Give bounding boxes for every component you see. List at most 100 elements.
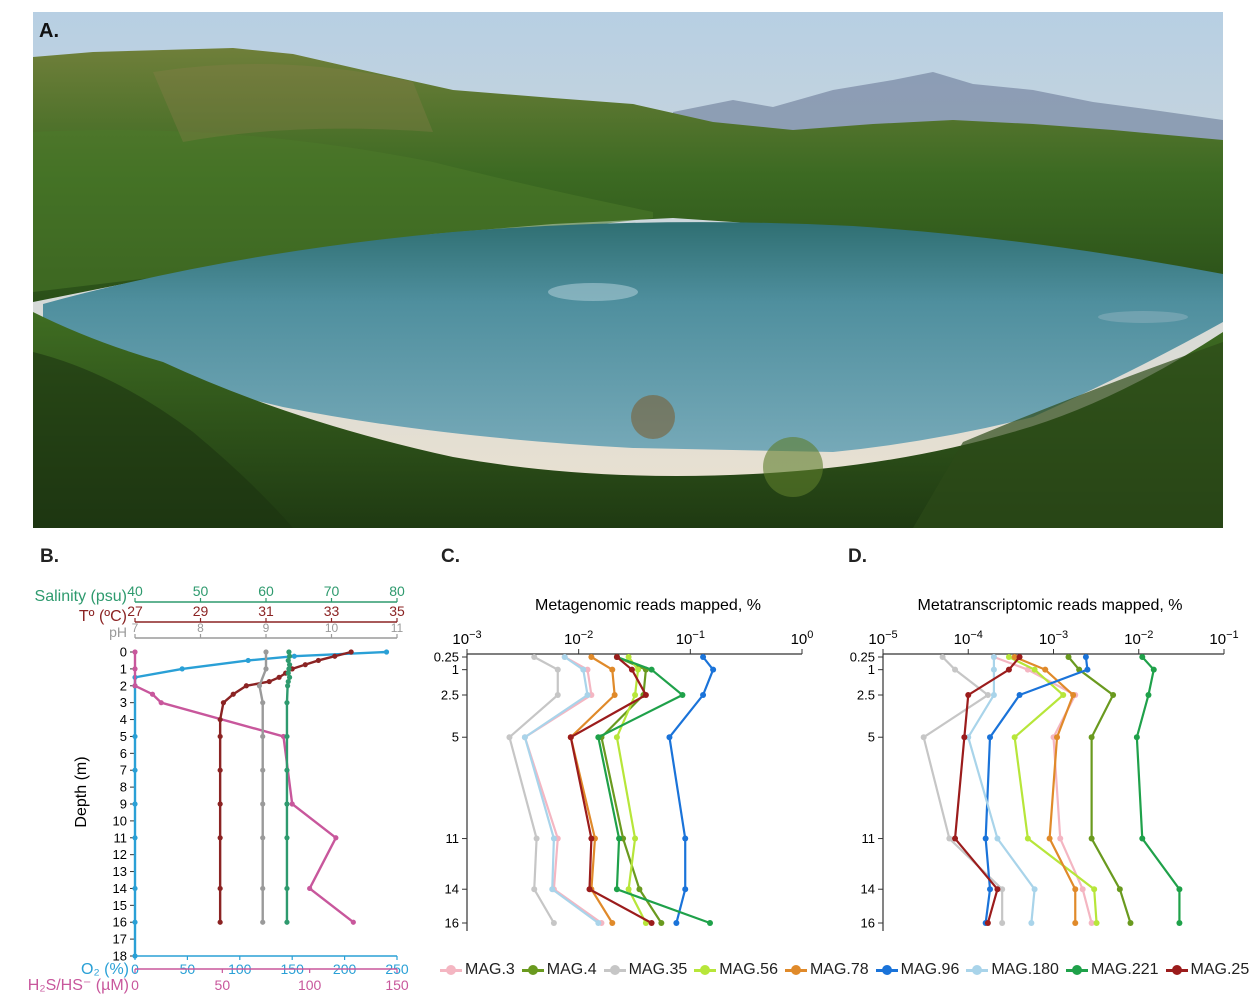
MAG.35-point (554, 666, 561, 673)
temperature-tick-label: 35 (389, 603, 405, 619)
MAG.35-point (531, 886, 538, 893)
depth-tick-label: 18 (113, 949, 127, 964)
salinity-point (286, 649, 292, 655)
depth-tick-label: 3 (120, 695, 127, 710)
ph-series (256, 649, 269, 925)
MAG.221-point (616, 835, 623, 842)
h2s-point (350, 919, 356, 925)
metagenomic-chart: Metagenomic reads mapped, % 10−3 10−2 10−1… (434, 597, 813, 931)
o2-point (245, 657, 251, 664)
salinity-point (284, 885, 290, 892)
MAG.35-series (920, 654, 1006, 926)
series-lines (506, 654, 717, 926)
ph-point (260, 733, 266, 740)
MAG.96-point (1016, 692, 1023, 698)
salinity-axis-label: Salinity (psu) (35, 588, 127, 605)
MAG.221-point (1139, 835, 1146, 842)
depth-axis-label: Depth (m) (73, 756, 90, 827)
temperature-line (218, 650, 352, 923)
MAG.96-point (987, 886, 994, 893)
MAG.78-point (1046, 835, 1053, 842)
o2-point (132, 733, 138, 740)
temperature-tick-label: 33 (324, 603, 340, 619)
temperature-point (217, 919, 223, 925)
depth-tick-label: 11 (446, 831, 460, 846)
MAG.257-point (648, 920, 655, 926)
temperature-axis-label: Tº (ºC) (79, 608, 127, 625)
MAG.221-line (1135, 656, 1181, 923)
MAG.35-series (506, 654, 561, 926)
legend-swatch (603, 964, 626, 976)
MAG.96-point (1082, 654, 1089, 660)
MAG.35-point (506, 734, 513, 741)
ph-point (260, 885, 266, 892)
legend-item: MAG.4 (521, 961, 597, 979)
legend-swatch (1065, 964, 1088, 976)
h2s-point (132, 683, 138, 689)
MAG.78-point (1072, 886, 1079, 893)
MAG.257-series (952, 654, 1023, 926)
temperature-point (217, 885, 223, 892)
depth-tick-label: 0 (120, 645, 127, 660)
MAG.56-point (1060, 692, 1067, 698)
temperature-point (217, 801, 223, 807)
MAG.4-point (1088, 734, 1095, 741)
MAG.56-point (1011, 734, 1018, 741)
depth-tick-label: 4 (120, 712, 127, 727)
h2s-point (289, 801, 295, 807)
MAG.221-point (706, 920, 713, 926)
MAG.180-point (595, 920, 602, 926)
MAG.56-series (613, 654, 649, 926)
MAG.180-point (550, 835, 557, 842)
depth-tick-label: 0.25 (850, 650, 875, 665)
ph-point (263, 649, 269, 655)
salinity-tick-label: 50 (193, 583, 209, 599)
temperature-point (243, 683, 249, 689)
o2-axis: 050100150200250O₂ (%) (81, 955, 409, 978)
MAG.78-point (1072, 920, 1079, 926)
h2s-series (132, 649, 356, 925)
x-tick-label: 10−2 (1124, 629, 1153, 648)
legend-swatch (694, 964, 717, 976)
temperature-point (217, 733, 223, 740)
MAG.257-point (965, 692, 972, 698)
h2s-tick-label: 100 (298, 977, 322, 993)
MAG.56-series (1005, 654, 1100, 926)
lake-landscape-illustration (33, 12, 1223, 528)
MAG.35-point (533, 835, 540, 842)
MAG.35-point (920, 734, 927, 741)
MAG.180-point (561, 654, 568, 660)
legend-label: MAG.96 (900, 961, 960, 978)
MAG.56-point (632, 692, 639, 698)
x-tick-label: 10−1 (1209, 629, 1238, 648)
legend-item: MAG.56 (694, 961, 778, 979)
ph-axis-label: pH (109, 624, 127, 640)
legend-swatch (875, 964, 898, 976)
salinity-point (286, 662, 293, 668)
MAG.257-point (984, 920, 991, 926)
lake-photo: A. (33, 12, 1223, 528)
MAG.35-line (508, 656, 559, 924)
MAG.4-point (1127, 920, 1134, 926)
ph-tick-label: 10 (325, 621, 339, 635)
x-axis: 10−5 10−4 10−3 10−2 10−1 (868, 629, 1239, 655)
x-axis: 10−3 10−2 10−1 100 (452, 629, 813, 655)
MAG.257-point (994, 886, 1001, 893)
MAG.257-point (952, 835, 959, 842)
legend-item: MAG.3 (440, 961, 515, 979)
temperature-series (217, 649, 354, 925)
temperature-point (332, 653, 338, 659)
panel-b-letter: B. (40, 546, 59, 567)
MAG.180-point (1028, 920, 1035, 926)
metatranscriptomic-chart: Metatranscriptomic reads mapped, % 10−5 1… (850, 597, 1239, 931)
legend-swatch (784, 964, 807, 976)
MAG.35-point (984, 692, 991, 698)
depth-tick-label: 16 (861, 916, 875, 931)
temperature-tick-label: 31 (258, 603, 274, 619)
MAG.221-series (595, 654, 713, 926)
MAG.4-point (1065, 654, 1072, 660)
temperature-point (276, 674, 282, 680)
legend-label: MAG.4 (546, 961, 597, 978)
h2s-point (132, 666, 138, 672)
